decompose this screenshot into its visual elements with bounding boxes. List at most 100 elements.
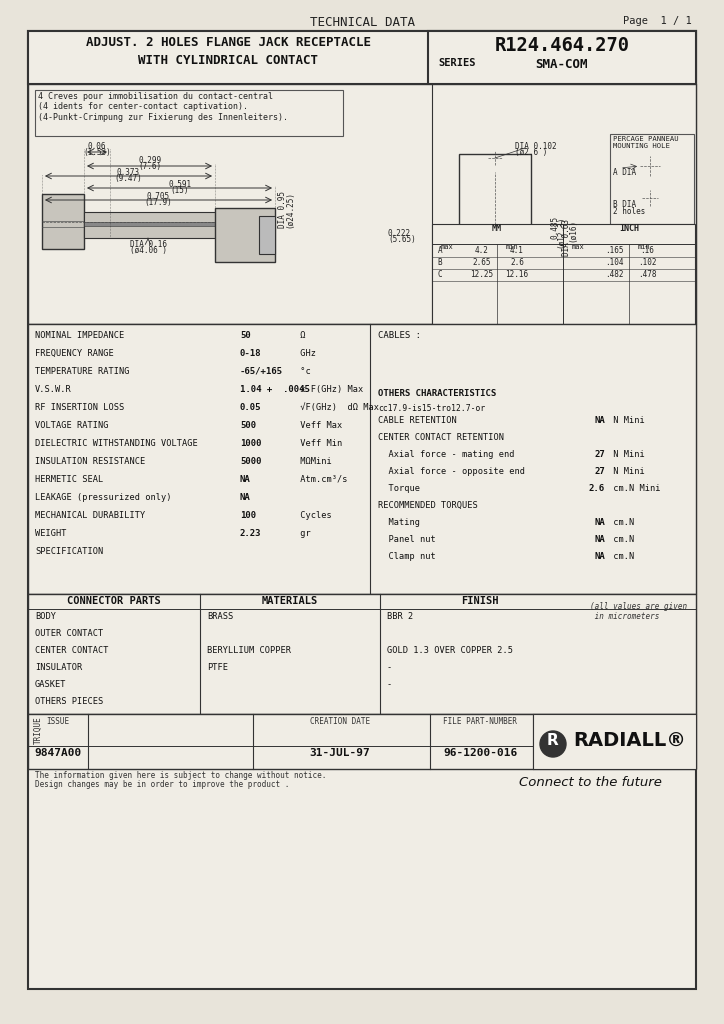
Bar (28, 324, 696, 594)
Text: .478: .478 (638, 270, 656, 279)
Circle shape (486, 215, 505, 233)
Text: Ω: Ω (295, 331, 306, 340)
Text: RF INSERTION LOSS: RF INSERTION LOSS (35, 403, 125, 412)
Text: .165: .165 (605, 246, 623, 255)
Text: .102: .102 (638, 258, 656, 267)
Text: cm.N Mini: cm.N Mini (608, 484, 660, 493)
Text: A: A (438, 246, 442, 255)
Text: x F(GHz) Max: x F(GHz) Max (295, 385, 363, 394)
Text: OTHERS PIECES: OTHERS PIECES (35, 697, 104, 706)
Bar (28, 594, 696, 714)
Text: (1.53): (1.53) (83, 148, 111, 157)
Text: (ø24.25): (ø24.25) (285, 191, 294, 228)
Text: 12.25: 12.25 (471, 270, 494, 279)
Text: Clamp nut: Clamp nut (378, 552, 436, 561)
Text: DIA 0.102: DIA 0.102 (515, 142, 557, 151)
Text: OUTER CONTACT: OUTER CONTACT (35, 629, 104, 638)
Text: 4 Creves pour immobilisation du contact-central
(4 idents for center-contact cap: 4 Creves pour immobilisation du contact-… (38, 92, 288, 122)
Text: FILE PART-NUMBER: FILE PART-NUMBER (443, 717, 517, 726)
Text: 2.6: 2.6 (510, 258, 524, 267)
Text: Page  1 / 1: Page 1 / 1 (623, 16, 692, 26)
Bar (432, 224, 695, 324)
Text: ISSUE: ISSUE (46, 717, 70, 726)
Text: BRASS: BRASS (207, 612, 233, 621)
Text: TRIQUE: TRIQUE (34, 716, 43, 743)
Text: (7.6): (7.6) (138, 162, 161, 171)
Text: √F(GHz)  dΩ Max: √F(GHz) dΩ Max (295, 403, 379, 412)
Text: GHz: GHz (295, 349, 316, 358)
Text: SERIES: SERIES (438, 58, 476, 68)
Bar (459, 154, 531, 294)
Text: 2.65: 2.65 (473, 258, 492, 267)
Text: 9847A00: 9847A00 (34, 748, 82, 758)
Text: 96-1200-016: 96-1200-016 (443, 748, 517, 758)
Text: DIA 0.63: DIA 0.63 (562, 219, 571, 256)
Text: R: R (547, 733, 559, 748)
Text: 1000: 1000 (240, 439, 261, 449)
Text: (all values are given
 in micrometers: (all values are given in micrometers (590, 602, 687, 622)
Text: max: max (572, 244, 584, 250)
Text: Torque: Torque (378, 484, 420, 493)
Text: LEAKAGE (pressurized only): LEAKAGE (pressurized only) (35, 493, 172, 502)
Text: (5.65): (5.65) (388, 234, 416, 244)
Bar (84, 222, 259, 226)
Text: NA: NA (594, 518, 605, 527)
Text: 12.16: 12.16 (505, 270, 529, 279)
Text: B: B (438, 258, 442, 267)
Text: 2.6: 2.6 (589, 484, 605, 493)
Text: 31-JUL-97: 31-JUL-97 (310, 748, 371, 758)
Text: DIA 0.16: DIA 0.16 (130, 240, 167, 249)
Text: DIELECTRIC WITHSTANDING VOLTAGE: DIELECTRIC WITHSTANDING VOLTAGE (35, 439, 198, 449)
Text: ADJUST. 2 HOLES FLANGE JACK RECEPTACLE: ADJUST. 2 HOLES FLANGE JACK RECEPTACLE (85, 36, 371, 49)
Text: BERYLLIUM COPPER: BERYLLIUM COPPER (207, 646, 291, 655)
Text: Panel nut: Panel nut (378, 535, 436, 544)
Text: CREATION DATE: CREATION DATE (310, 717, 370, 726)
Text: 50: 50 (240, 331, 251, 340)
Text: CABLES :: CABLES : (378, 331, 421, 340)
Text: (ø16): (ø16) (568, 219, 577, 242)
Text: HERMETIC SEAL: HERMETIC SEAL (35, 475, 104, 484)
Text: 0-18: 0-18 (240, 349, 261, 358)
Text: INCH: INCH (619, 224, 639, 233)
Text: INSULATION RESISTANCE: INSULATION RESISTANCE (35, 457, 146, 466)
Text: SMA-COM: SMA-COM (536, 58, 588, 71)
Text: Axial force - opposite end: Axial force - opposite end (378, 467, 525, 476)
Text: TECHNICAL DATA: TECHNICAL DATA (309, 16, 415, 29)
Text: Design changes may be in order to improve the product .: Design changes may be in order to improv… (35, 780, 290, 790)
Text: MECHANICAL DURABILITY: MECHANICAL DURABILITY (35, 511, 146, 520)
Text: 27: 27 (594, 450, 605, 459)
Text: WITH CYLINDRICAL CONTACT: WITH CYLINDRICAL CONTACT (138, 54, 318, 67)
Text: 4.1: 4.1 (510, 246, 524, 255)
Text: 0.485: 0.485 (550, 216, 559, 240)
Bar (259, 216, 275, 254)
Text: BBR 2: BBR 2 (387, 612, 413, 621)
Text: V.S.W.R: V.S.W.R (35, 385, 72, 394)
Text: NA: NA (594, 416, 605, 425)
Text: 0.591: 0.591 (169, 180, 192, 189)
Text: N Mini: N Mini (608, 416, 645, 425)
Text: MM: MM (492, 224, 502, 233)
Text: 5000: 5000 (240, 457, 261, 466)
Text: NA: NA (240, 493, 251, 502)
Text: 1.04 +  .0045: 1.04 + .0045 (240, 385, 310, 394)
Text: cm.N: cm.N (608, 552, 634, 561)
Text: Veff Max: Veff Max (295, 421, 342, 430)
Text: cc17.9-is15-tro12.7-or: cc17.9-is15-tro12.7-or (378, 404, 485, 413)
Text: 4.2: 4.2 (475, 246, 489, 255)
Text: .482: .482 (605, 270, 623, 279)
Text: CENTER CONTACT RETENTION: CENTER CONTACT RETENTION (378, 433, 504, 442)
Text: 0.373: 0.373 (117, 168, 140, 177)
Text: The information given here is subject to change without notice.: The information given here is subject to… (35, 771, 327, 780)
Text: min: min (505, 244, 518, 250)
Text: -65/+165: -65/+165 (240, 367, 283, 376)
Circle shape (488, 151, 502, 165)
Text: RADIALL®: RADIALL® (573, 730, 686, 750)
Text: Mating: Mating (378, 518, 420, 527)
Circle shape (443, 172, 547, 276)
Text: RECOMMENDED TORQUES: RECOMMENDED TORQUES (378, 501, 478, 510)
Circle shape (460, 188, 531, 259)
Bar (28, 84, 696, 324)
Text: (ø2.6 ): (ø2.6 ) (515, 148, 547, 157)
Text: °c: °c (295, 367, 311, 376)
Text: PTFE: PTFE (207, 663, 228, 672)
